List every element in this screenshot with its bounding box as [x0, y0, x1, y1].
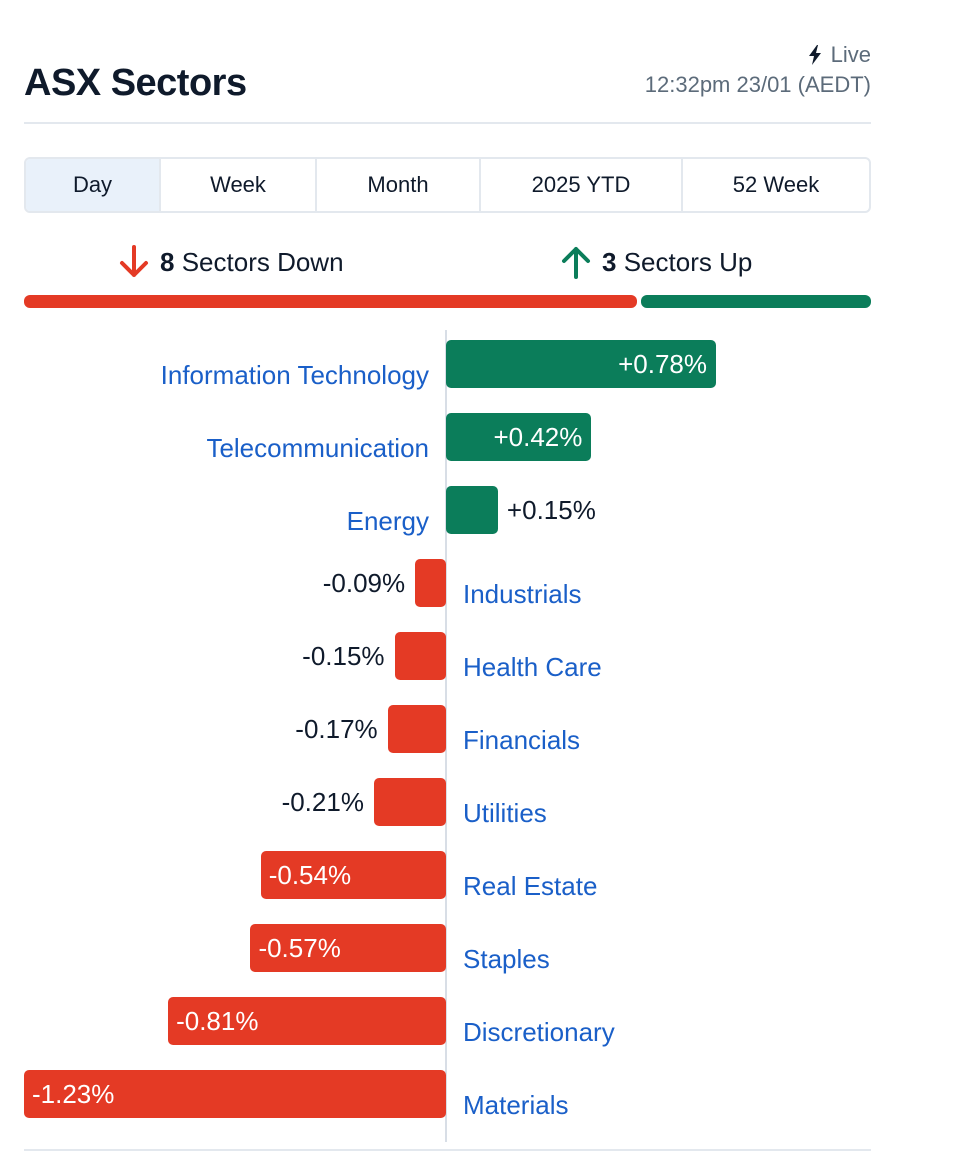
category-label-telecommunication: Telecommunication: [206, 433, 429, 463]
bar-discretionary: [168, 997, 446, 1045]
bar-staples: [250, 924, 446, 972]
lightning-icon: [808, 45, 821, 65]
up-down-ratio-bar: [24, 295, 871, 308]
bar-telecommunication: [446, 413, 592, 461]
bar-financials: [387, 705, 446, 753]
value-label-staples: -0.57%: [258, 933, 341, 963]
ratio-down-segment: [24, 295, 637, 308]
category-label-energy: Energy: [346, 506, 429, 536]
ratio-up-segment: [641, 295, 871, 308]
live-label: Live: [830, 42, 871, 67]
tab-month[interactable]: Month: [317, 159, 481, 211]
value-label-utilities: -0.21%: [281, 787, 364, 817]
sectors-up-summary: 3 Sectors Up: [560, 244, 752, 280]
category-label-discretionary: Discretionary: [463, 1017, 615, 1047]
bar-materials: [24, 1070, 446, 1118]
value-label-information-technology: +0.78%: [618, 349, 707, 379]
header: ASX Sectors Live 12:32pm 23/01 (AEDT): [24, 40, 871, 124]
bar-utilities: [373, 778, 446, 826]
category-label-staples: Staples: [463, 944, 550, 974]
bar-industrials: [415, 559, 446, 607]
tab-week[interactable]: Week: [161, 159, 317, 211]
category-label-industrials: Industrials: [463, 579, 582, 609]
value-label-energy: +0.15%: [506, 495, 596, 525]
value-label-discretionary: -0.81%: [176, 1006, 259, 1036]
category-label-health-care: Health Care: [463, 652, 602, 682]
sectors-down-count: 8: [160, 246, 175, 277]
category-label-information-technology: Information Technology: [160, 360, 429, 390]
value-label-health-care: -0.15%: [302, 641, 385, 671]
category-label-utilities: Utilities: [463, 798, 547, 828]
sectors-up-count: 3: [602, 246, 617, 277]
value-label-materials: -1.23%: [32, 1079, 115, 1109]
category-label-real-estate: Real Estate: [463, 871, 598, 901]
sectors-up-label: Sectors Up: [623, 246, 753, 277]
value-label-telecommunication: +0.42%: [493, 422, 583, 452]
tab-day[interactable]: Day: [26, 159, 161, 211]
arrow-down-icon: [120, 245, 148, 277]
live-indicator: Live: [807, 42, 871, 68]
sector-bar-chart: +0.78% Information Technology +0.42% Teleco…: [0, 330, 962, 1150]
value-label-financials: -0.17%: [295, 714, 378, 744]
arrow-up-icon: [562, 247, 590, 279]
tab-2025-ytd[interactable]: 2025 YTD: [481, 159, 683, 211]
bottom-divider: [24, 1149, 871, 1151]
category-label-materials: Materials: [463, 1090, 569, 1120]
zero-axis: [445, 330, 447, 1142]
tab-52-week[interactable]: 52 Week: [732, 172, 820, 197]
value-label-real-estate: -0.54%: [268, 860, 352, 890]
bar-real-estate: [260, 851, 446, 899]
sectors-down-label: Sectors Down: [181, 246, 344, 277]
bar-health-care: [394, 632, 446, 680]
timestamp: 12:32pm 23/01 (AEDT): [644, 72, 871, 97]
bar-energy: [446, 486, 498, 534]
page-title: ASX Sectors: [24, 62, 247, 104]
value-label-industrials: -0.09%: [322, 568, 406, 598]
bar-information-technology: [446, 340, 716, 388]
category-label-financials: Financials: [463, 725, 581, 755]
period-tabs: Day Week Month 2025 YTD 52 Week: [24, 157, 871, 213]
sectors-down-summary: 8 Sectors Down: [118, 244, 344, 280]
